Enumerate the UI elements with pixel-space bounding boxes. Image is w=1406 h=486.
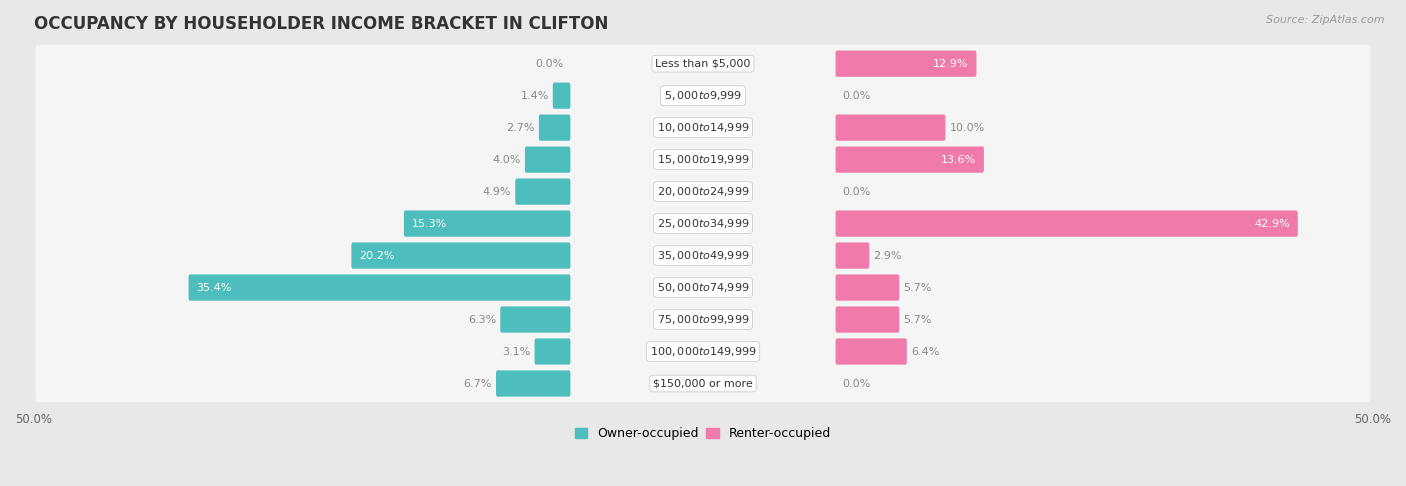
FancyBboxPatch shape [501, 307, 571, 332]
Legend: Owner-occupied, Renter-occupied: Owner-occupied, Renter-occupied [569, 422, 837, 445]
FancyBboxPatch shape [534, 338, 571, 364]
FancyBboxPatch shape [35, 237, 1371, 275]
FancyBboxPatch shape [35, 205, 1371, 243]
Text: Source: ZipAtlas.com: Source: ZipAtlas.com [1267, 15, 1385, 25]
Text: $50,000 to $74,999: $50,000 to $74,999 [657, 281, 749, 294]
Text: $75,000 to $99,999: $75,000 to $99,999 [657, 313, 749, 326]
FancyBboxPatch shape [553, 83, 571, 109]
Text: 0.0%: 0.0% [842, 91, 870, 101]
Text: Less than $5,000: Less than $5,000 [655, 59, 751, 69]
Text: $10,000 to $14,999: $10,000 to $14,999 [657, 121, 749, 134]
FancyBboxPatch shape [835, 51, 976, 77]
Text: 3.1%: 3.1% [502, 347, 530, 357]
Text: 35.4%: 35.4% [197, 282, 232, 293]
FancyBboxPatch shape [35, 45, 1371, 83]
Text: 6.4%: 6.4% [911, 347, 939, 357]
Text: 4.0%: 4.0% [492, 155, 520, 165]
Text: 15.3%: 15.3% [412, 219, 447, 228]
Text: $25,000 to $34,999: $25,000 to $34,999 [657, 217, 749, 230]
Text: 0.0%: 0.0% [842, 187, 870, 197]
Text: 1.4%: 1.4% [520, 91, 548, 101]
FancyBboxPatch shape [835, 307, 900, 332]
Text: $15,000 to $19,999: $15,000 to $19,999 [657, 153, 749, 166]
Text: 42.9%: 42.9% [1254, 219, 1289, 228]
Text: $150,000 or more: $150,000 or more [654, 379, 752, 388]
FancyBboxPatch shape [35, 269, 1371, 307]
Text: $35,000 to $49,999: $35,000 to $49,999 [657, 249, 749, 262]
FancyBboxPatch shape [188, 275, 571, 301]
Text: 13.6%: 13.6% [941, 155, 976, 165]
FancyBboxPatch shape [515, 178, 571, 205]
FancyBboxPatch shape [835, 210, 1298, 237]
FancyBboxPatch shape [835, 243, 869, 269]
FancyBboxPatch shape [35, 109, 1371, 146]
Text: 10.0%: 10.0% [949, 122, 984, 133]
Text: 5.7%: 5.7% [903, 282, 932, 293]
Text: 6.3%: 6.3% [468, 314, 496, 325]
FancyBboxPatch shape [524, 146, 571, 173]
FancyBboxPatch shape [404, 210, 571, 237]
Text: $20,000 to $24,999: $20,000 to $24,999 [657, 185, 749, 198]
FancyBboxPatch shape [835, 275, 900, 301]
FancyBboxPatch shape [35, 301, 1371, 338]
FancyBboxPatch shape [835, 146, 984, 173]
Text: $5,000 to $9,999: $5,000 to $9,999 [664, 89, 742, 102]
FancyBboxPatch shape [352, 243, 571, 269]
Text: 4.9%: 4.9% [482, 187, 512, 197]
Text: 2.9%: 2.9% [873, 251, 901, 260]
FancyBboxPatch shape [835, 115, 945, 141]
Text: 0.0%: 0.0% [842, 379, 870, 388]
Text: 6.7%: 6.7% [464, 379, 492, 388]
Text: 2.7%: 2.7% [506, 122, 534, 133]
Text: 5.7%: 5.7% [903, 314, 932, 325]
Text: 0.0%: 0.0% [536, 59, 564, 69]
Text: 20.2%: 20.2% [360, 251, 395, 260]
FancyBboxPatch shape [496, 370, 571, 397]
Text: 12.9%: 12.9% [934, 59, 969, 69]
FancyBboxPatch shape [35, 141, 1371, 178]
Text: $100,000 to $149,999: $100,000 to $149,999 [650, 345, 756, 358]
Text: OCCUPANCY BY HOUSEHOLDER INCOME BRACKET IN CLIFTON: OCCUPANCY BY HOUSEHOLDER INCOME BRACKET … [34, 15, 607, 33]
FancyBboxPatch shape [35, 332, 1371, 370]
FancyBboxPatch shape [35, 364, 1371, 402]
FancyBboxPatch shape [538, 115, 571, 141]
FancyBboxPatch shape [835, 338, 907, 364]
FancyBboxPatch shape [35, 173, 1371, 210]
FancyBboxPatch shape [35, 77, 1371, 115]
